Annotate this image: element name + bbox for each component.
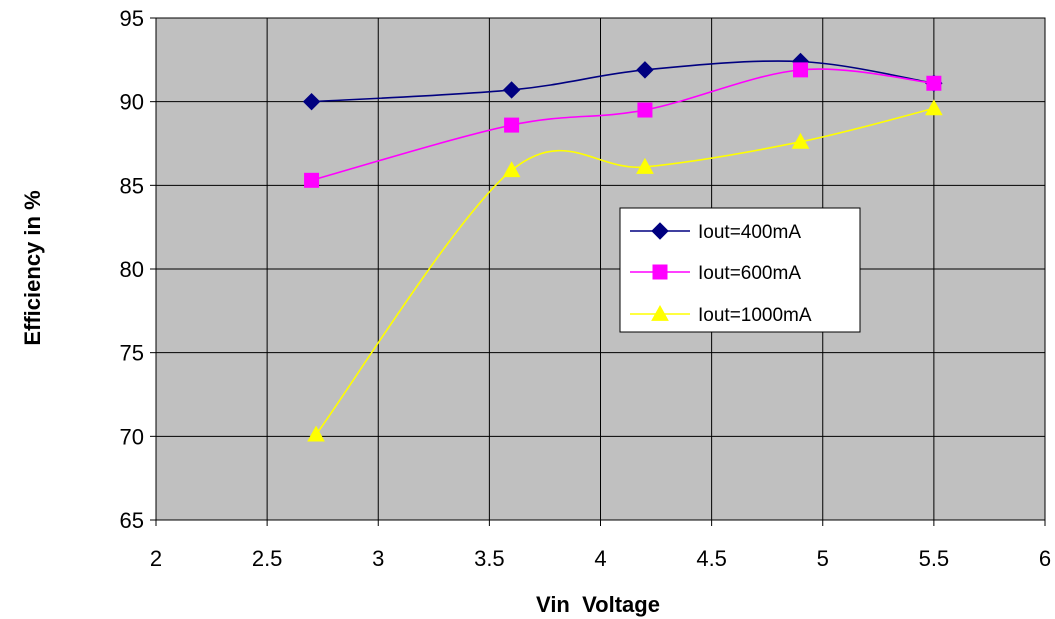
series-line [315, 107, 935, 436]
x-tick-label: 3.5 [474, 546, 505, 571]
data-point [504, 117, 520, 133]
x-tick-label: 2.5 [252, 546, 283, 571]
data-point [304, 172, 320, 188]
data-point [926, 75, 942, 91]
legend-marker [651, 222, 669, 240]
legend-label: Iout=600mA [698, 263, 801, 284]
y-tick-label: 80 [120, 257, 144, 282]
plot-border [155, 17, 1046, 521]
legend: Iout=400mA Iout=600mA Iout=1000mA [619, 207, 861, 333]
data-point [636, 61, 654, 79]
data-point [502, 81, 521, 99]
x-tick-label: 2 [150, 546, 162, 571]
x-tick-label: 6 [1039, 546, 1051, 571]
y-axis-title: Efficiency in % [20, 190, 45, 345]
x-tick-label: 4.5 [696, 546, 727, 571]
x-tick-label: 5 [817, 546, 829, 571]
legend-marker [651, 304, 669, 321]
y-tick-label: 90 [120, 90, 144, 115]
x-tick-label: 3 [372, 546, 384, 571]
series-lines [302, 52, 943, 442]
x-axis-title: Vin Voltage [536, 592, 660, 617]
y-tick-label: 85 [120, 173, 144, 198]
y-tick-label: 75 [120, 341, 144, 366]
x-tick-label: 4 [594, 546, 606, 571]
legend-label: Iout=1000mA [698, 305, 812, 326]
data-point [637, 102, 653, 118]
data-point [302, 92, 321, 111]
data-point [925, 99, 943, 116]
data-point [502, 161, 521, 178]
data-point [793, 62, 809, 78]
axes [150, 17, 1046, 526]
series-3 [307, 99, 943, 442]
y-tick-label: 95 [120, 6, 144, 31]
legend-label: Iout=400mA [698, 222, 801, 243]
series-2 [304, 62, 942, 188]
data-point [307, 425, 325, 442]
tick-labels: 2 2.5 3 3.5 4 4.5 5 5.5 6 65 70 75 80 85 90 95 [120, 6, 1052, 571]
data-point [791, 132, 810, 149]
x-tick-label: 5.5 [919, 546, 950, 571]
data-point [636, 157, 654, 174]
legend-marker [652, 264, 668, 280]
y-tick-label: 70 [120, 424, 144, 449]
y-tick-label: 65 [120, 508, 144, 533]
